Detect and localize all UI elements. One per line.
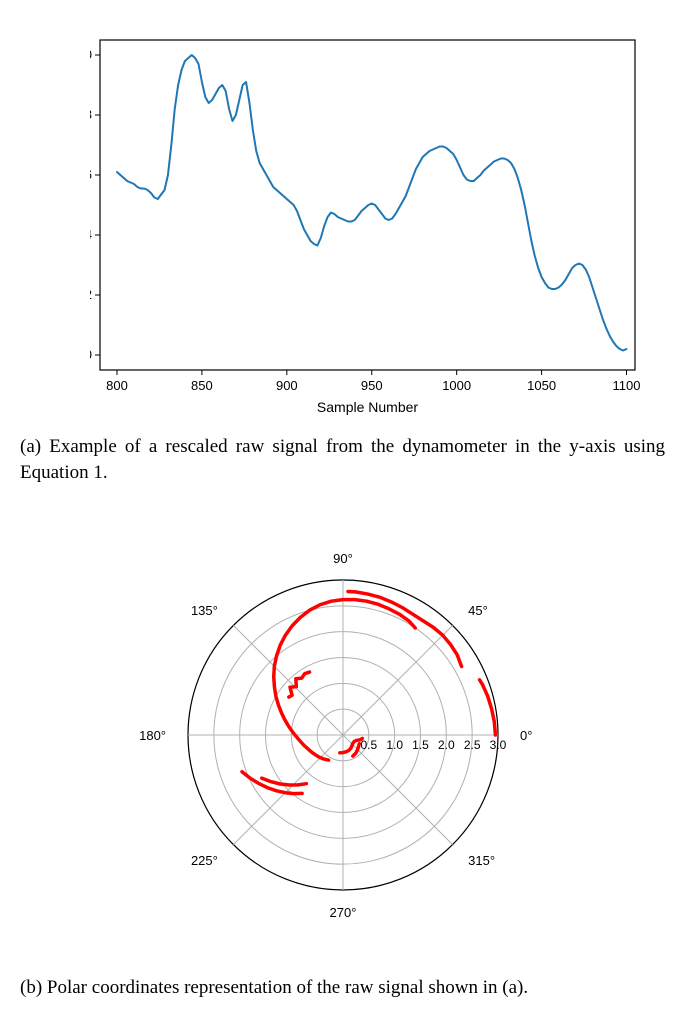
svg-text:2.5: 2.5: [463, 738, 480, 752]
svg-text:1050: 1050: [527, 378, 556, 393]
line-chart: 800 850 900 950 1000 1050 1100 0.0 0.2 0.4 0.6 0.8 1…: [90, 30, 665, 420]
svg-text:135°: 135°: [190, 603, 217, 618]
svg-text:950: 950: [361, 378, 383, 393]
svg-text:0.2: 0.2: [90, 287, 92, 302]
svg-text:Sample Number: Sample Number: [317, 399, 418, 415]
svg-text:1.5: 1.5: [412, 738, 429, 752]
svg-text:0.6: 0.6: [90, 167, 92, 182]
svg-text:1000: 1000: [442, 378, 471, 393]
svg-text:90°: 90°: [333, 551, 353, 566]
svg-text:0°: 0°: [520, 728, 532, 743]
svg-text:315°: 315°: [468, 853, 495, 868]
svg-text:1.0: 1.0: [386, 738, 403, 752]
svg-text:3.0: 3.0: [489, 738, 506, 752]
caption-a: (a) Example of a rescaled raw signal fro…: [20, 434, 665, 485]
svg-text:225°: 225°: [190, 853, 217, 868]
svg-text:1100: 1100: [613, 378, 641, 393]
svg-text:270°: 270°: [329, 905, 356, 920]
svg-text:0.0: 0.0: [90, 347, 92, 362]
svg-text:180°: 180°: [139, 728, 166, 743]
polar-chart: 0° 45° 90° 135° 180° 225° 270° 315° 0.5 1.0 1.5 2.0…: [20, 525, 665, 945]
svg-text:2.0: 2.0: [437, 738, 454, 752]
svg-text:45°: 45°: [468, 603, 488, 618]
svg-text:1.0: 1.0: [90, 47, 92, 62]
svg-text:900: 900: [276, 378, 298, 393]
caption-b: (b) Polar coordinates representation of …: [20, 975, 665, 1001]
svg-text:0.4: 0.4: [90, 227, 92, 242]
svg-text:850: 850: [191, 378, 213, 393]
svg-text:800: 800: [106, 378, 128, 393]
figure-container: 800 850 900 950 1000 1050 1100 0.0 0.2 0.4 0.6 0.8 1…: [20, 30, 665, 1001]
svg-text:0.8: 0.8: [90, 107, 92, 122]
svg-text:0.5: 0.5: [360, 738, 377, 752]
